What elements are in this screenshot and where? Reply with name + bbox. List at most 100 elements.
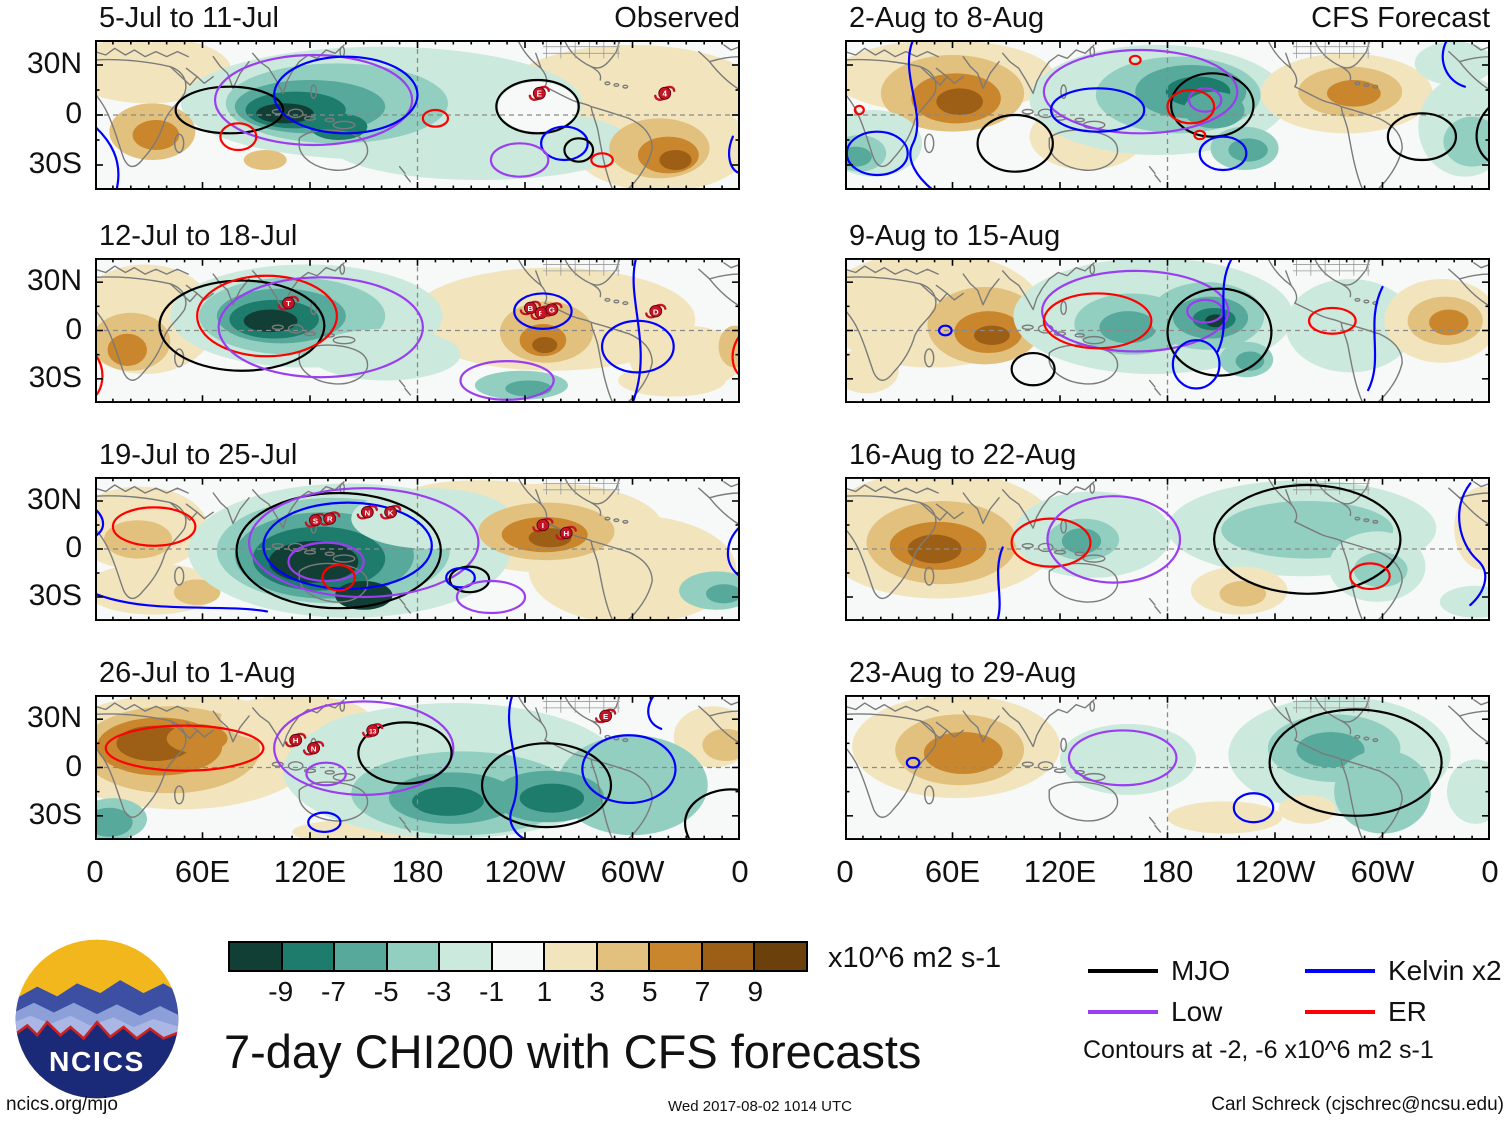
x-axis-label: 0 xyxy=(1481,854,1499,889)
map-panel-3: H N 13 E xyxy=(95,695,740,840)
y-axis-label: 30N xyxy=(26,264,82,298)
colorbar-tick-label: 7 xyxy=(694,976,711,1007)
x-axis-label: 180 xyxy=(1141,854,1194,889)
x-axis-label: 120E xyxy=(1023,854,1097,889)
kelvin-line-swatch xyxy=(1305,969,1375,973)
map-panel-6 xyxy=(845,477,1490,621)
y-axis-label: 30S xyxy=(28,147,82,180)
colorbar-tick-label: -7 xyxy=(321,976,346,1007)
svg-text:F: F xyxy=(539,309,544,318)
colorbar-tick-label: 9 xyxy=(747,976,764,1007)
colorbar-segment xyxy=(597,943,651,970)
colorbar-tick-label: -5 xyxy=(373,976,399,1007)
tropical-cyclone-symbol: 13 xyxy=(362,723,384,738)
y-axis-label: 30N xyxy=(26,483,82,516)
x-axis-label: 60W xyxy=(1350,854,1415,889)
panel-title: 19-Jul to 25-Jul xyxy=(99,439,298,471)
tropical-cyclone-symbol: 4 xyxy=(654,85,676,101)
tropical-cyclone-symbol: G xyxy=(541,302,563,317)
tropical-cyclone-symbol: K xyxy=(379,504,402,520)
svg-text:H: H xyxy=(563,529,569,538)
colorbar-segment xyxy=(545,943,598,970)
colorbar-tick-label: 5 xyxy=(642,976,658,1007)
colorbar-segment xyxy=(440,943,493,970)
x-axis-label: 120E xyxy=(273,854,347,889)
legend-label-mjo: MJO xyxy=(1171,955,1231,986)
tropical-cyclone-symbol: E xyxy=(594,708,617,724)
svg-text:N: N xyxy=(311,744,317,753)
svg-text:D: D xyxy=(653,307,659,316)
legend-item-kelvin: Kelvin x2 xyxy=(1305,955,1502,987)
legend-item-low: Low xyxy=(1088,996,1222,1028)
footer-url: ncics.org/mjo xyxy=(6,1094,118,1115)
x-axis-label: 0 xyxy=(836,854,854,889)
legend-label-er: ER xyxy=(1388,996,1427,1027)
panel-column-label: Observed xyxy=(614,2,740,34)
y-axis-label: 0 xyxy=(65,97,82,130)
colorbar-segment xyxy=(282,943,336,970)
tropical-cyclone-symbol: T xyxy=(277,295,300,311)
figure-title: 7-day CHI200 with CFS forecasts xyxy=(224,1025,922,1078)
legend-label-low: Low xyxy=(1171,996,1223,1027)
svg-text:13: 13 xyxy=(369,729,377,736)
ncics-logo: NCICS xyxy=(15,939,179,1099)
colorbar-tick-label: -9 xyxy=(268,976,294,1007)
tropical-cyclone-symbol: D xyxy=(645,303,667,319)
colorbar-tick-label: -3 xyxy=(426,976,452,1007)
svg-text:H: H xyxy=(293,736,299,745)
map-panel-5 xyxy=(845,258,1490,403)
x-axis-label: 180 xyxy=(391,854,444,889)
colorbar-tick-label: -1 xyxy=(479,976,505,1007)
contour-levels-note: Contours at -2, -6 x10^6 m2 s-1 xyxy=(1083,1036,1434,1064)
colorbar-tick-label: 1 xyxy=(536,976,553,1007)
svg-text:B: B xyxy=(527,304,533,313)
x-axis-label: 120W xyxy=(1234,854,1316,889)
x-axis-label: 60E xyxy=(174,854,231,889)
panel-title: 2-Aug to 8-Aug xyxy=(849,2,1045,34)
svg-text:S: S xyxy=(313,516,318,525)
colorbar-units-label: x10^6 m2 s-1 xyxy=(828,942,1002,974)
y-axis-label: 0 xyxy=(65,312,82,346)
x-axis-label: 60E xyxy=(924,854,981,889)
logo-base xyxy=(15,1022,179,1099)
colorbar-segment xyxy=(755,943,807,970)
svg-text:E: E xyxy=(603,712,608,721)
y-axis-label: 30N xyxy=(26,47,82,80)
tropical-cyclone-symbol: I xyxy=(532,517,554,533)
panel-column-label: CFS Forecast xyxy=(1311,2,1490,34)
colorbar-segment xyxy=(492,943,546,970)
svg-text:I: I xyxy=(542,521,544,530)
svg-text:G: G xyxy=(549,306,555,315)
tropical-cyclone-symbol: B xyxy=(519,300,542,316)
tropical-cyclone-symbol: R xyxy=(319,511,341,526)
svg-text:N: N xyxy=(364,508,370,517)
legend-item-mjo: MJO xyxy=(1088,955,1230,987)
panel-title: 16-Aug to 22-Aug xyxy=(849,439,1077,471)
colorbar-segment xyxy=(335,943,388,970)
logo-red-ridgeline xyxy=(15,1020,179,1041)
tropical-cyclone-symbol: N xyxy=(356,504,379,520)
colorbar-segment xyxy=(387,943,441,970)
y-axis-label: 0 xyxy=(65,531,82,564)
panel-title: 26-Jul to 1-Aug xyxy=(99,657,296,689)
colorbar-segment xyxy=(702,943,756,970)
svg-text:4: 4 xyxy=(663,90,668,99)
x-axis-label: 60W xyxy=(600,854,665,889)
y-axis-label: 0 xyxy=(65,749,82,783)
map-panel-2: S R N K I H xyxy=(95,477,740,621)
tropical-cyclone-symbol: N xyxy=(302,740,325,756)
tropical-cyclone-symbol: E xyxy=(528,85,551,101)
panel-title: 5-Jul to 11-Jul xyxy=(99,2,279,34)
colorbar-tick-label: 3 xyxy=(589,976,605,1007)
footer-timestamp: Wed 2017-08-02 1014 UTC xyxy=(668,1098,852,1115)
y-axis-label: 30S xyxy=(28,579,82,612)
map-panel-4 xyxy=(845,40,1490,190)
colorbar-segment xyxy=(230,943,283,970)
tropical-cyclone-symbol: H xyxy=(284,732,307,748)
mjo-line-swatch xyxy=(1088,969,1158,973)
svg-text:T: T xyxy=(286,299,291,308)
map-panel-7 xyxy=(845,695,1490,840)
svg-text:K: K xyxy=(388,508,394,517)
